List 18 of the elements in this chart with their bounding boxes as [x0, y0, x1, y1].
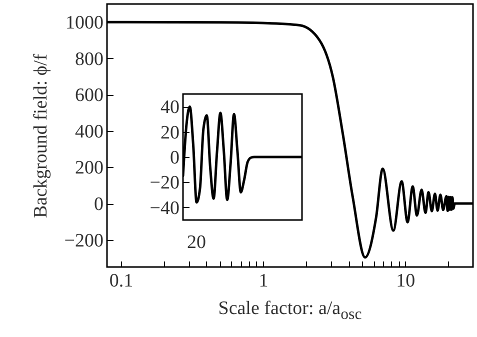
y-tick-label: 600: [75, 85, 104, 106]
y-tick-label: 200: [75, 158, 104, 179]
x-tick-label: 1: [258, 270, 268, 292]
y-tick-label: −20: [150, 172, 180, 194]
y-axis-title: Background field: ϕ/f: [30, 53, 52, 218]
x-tick-label: 10: [396, 270, 416, 292]
y-tick-label: 1000: [66, 12, 104, 34]
y-tick-label: 400: [75, 121, 104, 142]
y-tick-label: −200: [64, 230, 104, 252]
y-tick-label: −40: [150, 198, 180, 219]
y-tick-label: 20: [160, 122, 180, 144]
y-tick-label: 0: [94, 194, 104, 216]
x-tick-label: 0.1: [109, 270, 134, 292]
x-axis-title: Scale factor: a/a$_{osc}$: [217, 298, 363, 324]
annotation: 20: [187, 232, 206, 254]
y-tick-label: 800: [75, 48, 104, 70]
y-tick-label: 0: [170, 148, 180, 168]
y-tick-label: 40: [160, 97, 180, 118]
